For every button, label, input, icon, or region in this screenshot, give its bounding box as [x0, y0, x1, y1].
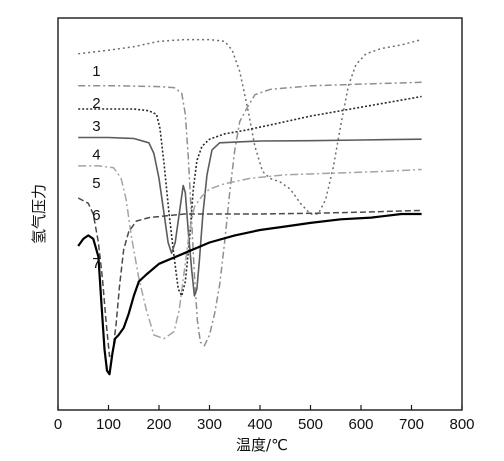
- x-tick-label: 400: [247, 416, 272, 433]
- x-axis-title: 温度/℃: [236, 436, 288, 454]
- series-line-4: [78, 136, 422, 297]
- curve-label-3: 3: [92, 118, 100, 135]
- x-axis-ticks: 0 100 200 300 400 500 600 700 800: [54, 405, 475, 433]
- series-line-6: [77, 197, 422, 358]
- curve-label-1: 1: [92, 63, 100, 80]
- series-line-7: [77, 212, 422, 376]
- x-tick-label: 0: [54, 416, 62, 433]
- series-line-1: [78, 38, 422, 215]
- series-layer: [77, 38, 422, 376]
- curve-label-6: 6: [92, 207, 100, 224]
- x-tick-label: 200: [146, 416, 171, 433]
- x-tick-label: 100: [96, 416, 121, 433]
- x-tick-label: 700: [399, 416, 424, 433]
- curve-label-5: 5: [92, 175, 100, 192]
- series-line-2: [78, 81, 422, 347]
- x-tick-label: 500: [298, 416, 323, 433]
- curve-label-7: 7: [92, 255, 100, 272]
- curve-label-4: 4: [92, 146, 100, 163]
- series-line-3: [78, 95, 422, 297]
- y-axis-title: 氢气压力: [30, 184, 48, 244]
- x-tick-label: 300: [197, 416, 222, 433]
- curve-labels: 1 2 3 4 5 6 7: [92, 63, 100, 272]
- x-tick-label: 800: [449, 416, 474, 433]
- series-line-5: [78, 165, 422, 340]
- x-tick-label: 600: [348, 416, 373, 433]
- curve-label-2: 2: [92, 95, 100, 112]
